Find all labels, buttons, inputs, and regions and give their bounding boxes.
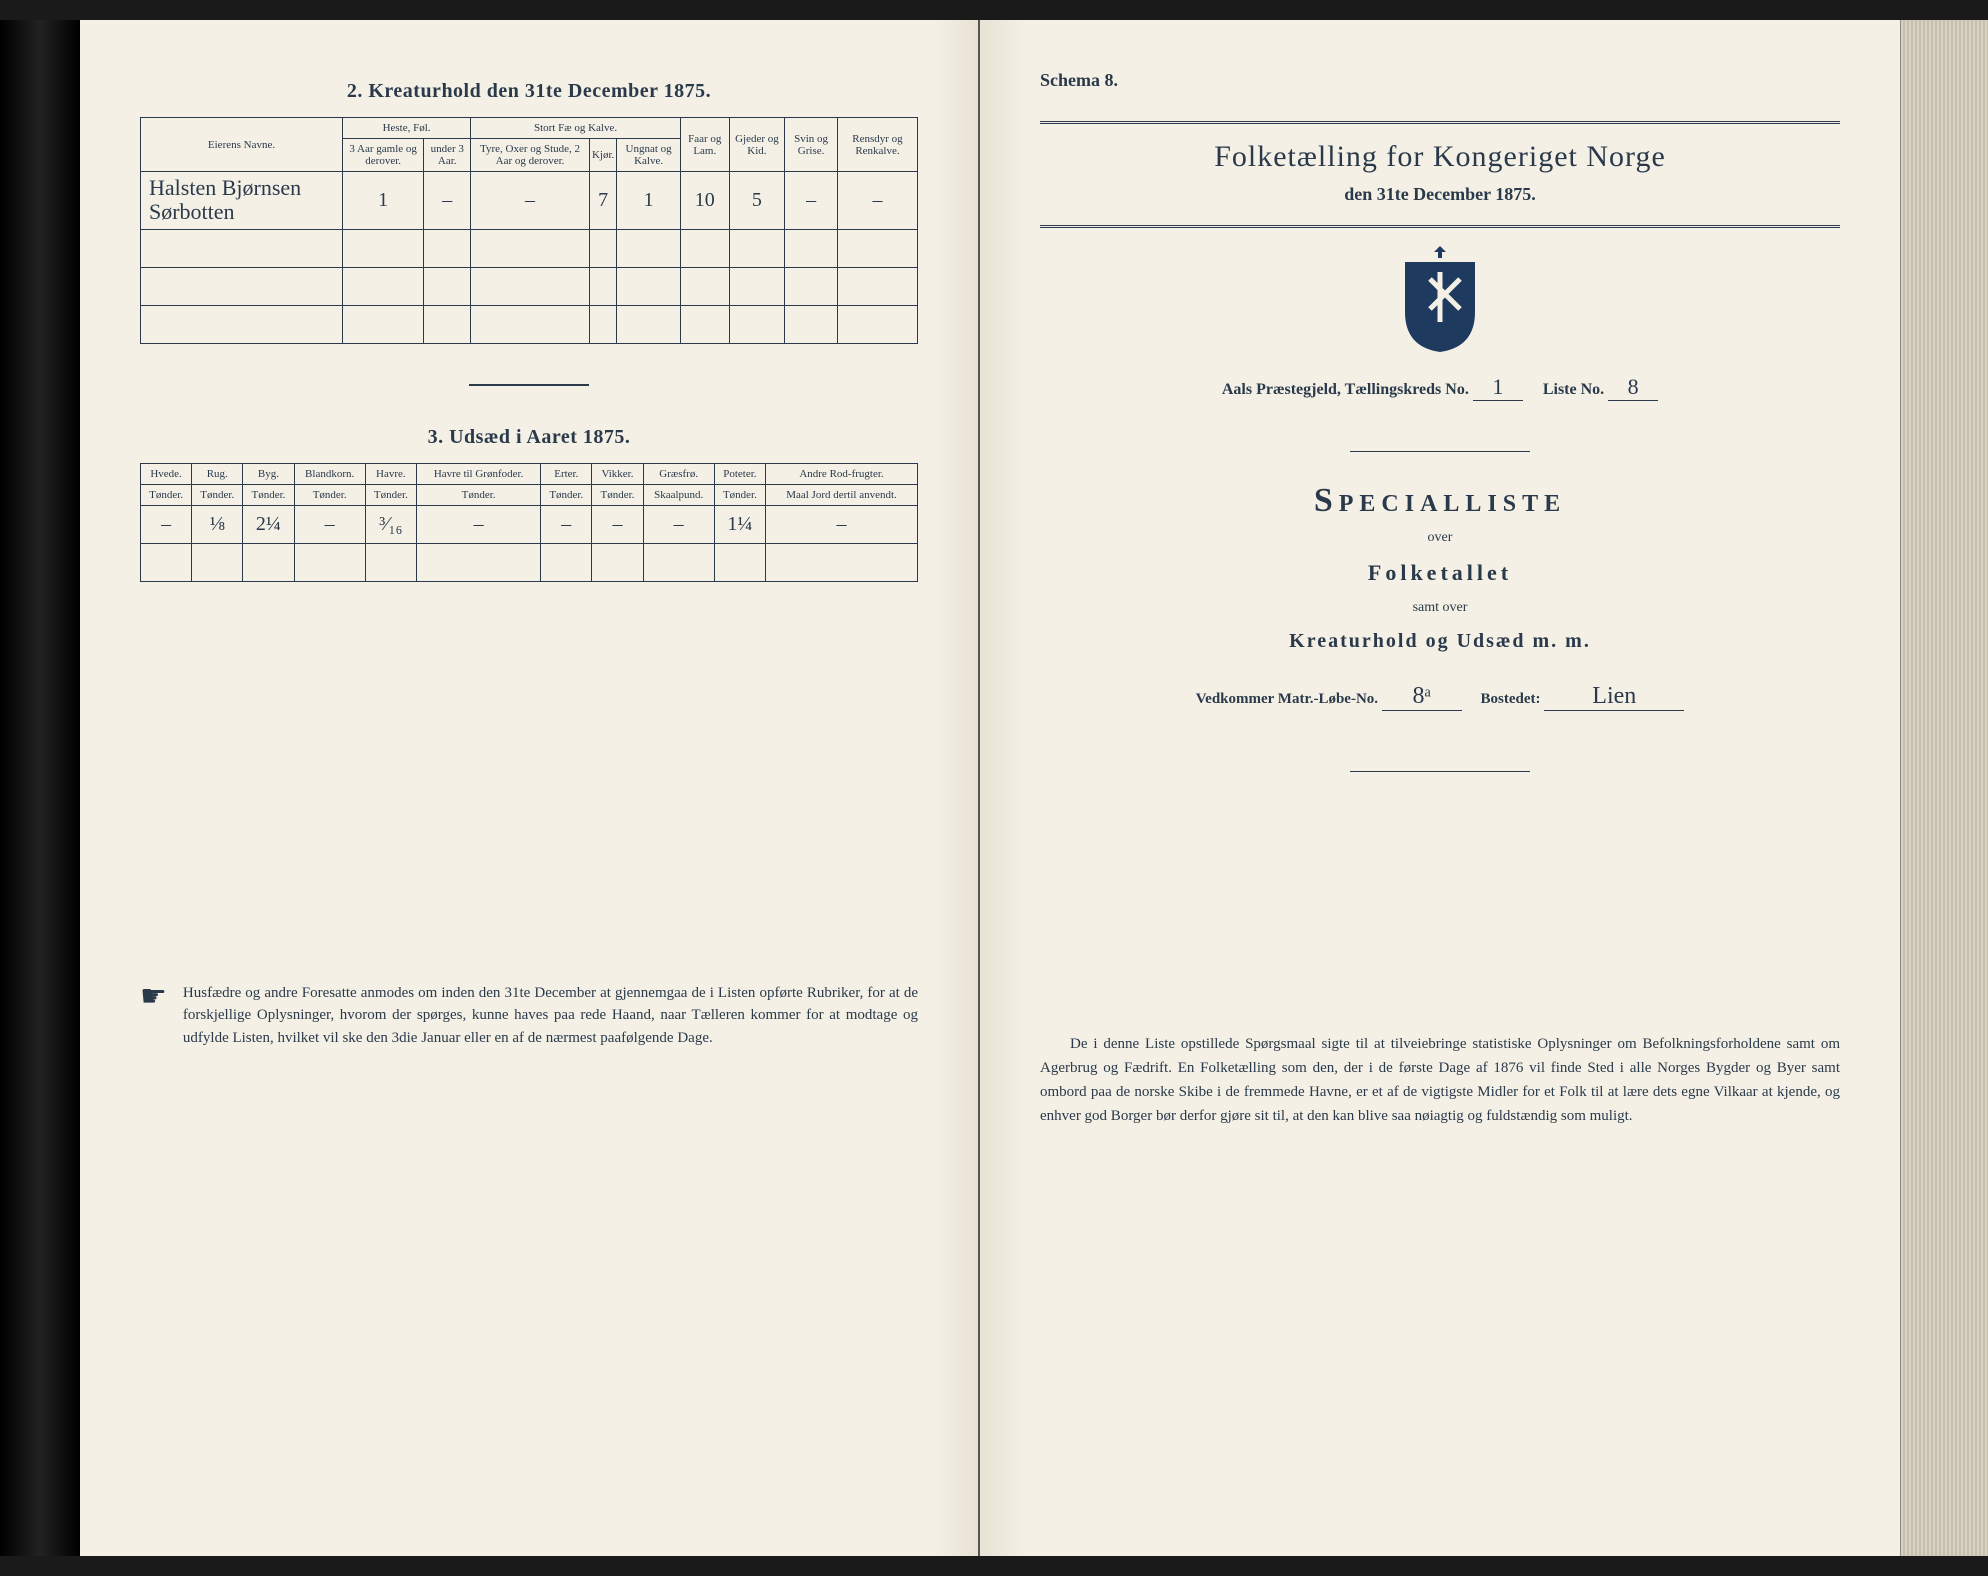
col: Hvede. bbox=[141, 463, 192, 484]
cell: – bbox=[785, 172, 838, 229]
district-line: Aals Præstegjeld, Tællingskreds No. 1 Li… bbox=[1040, 374, 1840, 401]
matr-line: Vedkommer Matr.-Løbe-No. 8ᵃ Bostedet: Li… bbox=[1040, 683, 1840, 711]
sub-heste-b: under 3 Aar. bbox=[424, 139, 471, 172]
cell: – bbox=[592, 505, 643, 543]
col: Byg. bbox=[243, 463, 294, 484]
grp-heste: Heste, Føl. bbox=[343, 118, 471, 139]
footnote-text: Husfædre og andre Foresatte anmodes om i… bbox=[183, 982, 918, 1050]
top-rule bbox=[1040, 121, 1840, 124]
unit: Tønder. bbox=[192, 484, 243, 505]
table-row: – ⅛ 2¼ – ³⁄₁₆ – – – – 1¼ – bbox=[141, 505, 918, 543]
grp-stort: Stort Fæ og Kalve. bbox=[471, 118, 681, 139]
col: Græsfrø. bbox=[643, 463, 714, 484]
table-kreaturhold: Eierens Navne. Heste, Føl. Stort Fæ og K… bbox=[140, 117, 918, 344]
cell: – bbox=[471, 172, 590, 229]
binding-gutter bbox=[0, 20, 80, 1556]
right-page: Schema 8. Folketælling for Kongeriget No… bbox=[980, 20, 1900, 1556]
unit: Tønder. bbox=[592, 484, 643, 505]
cell: – bbox=[416, 505, 540, 543]
col: Erter. bbox=[541, 463, 592, 484]
col-eier: Eierens Navne. bbox=[141, 118, 343, 172]
cell: – bbox=[541, 505, 592, 543]
cell: 1¼ bbox=[714, 505, 765, 543]
cell: – bbox=[765, 505, 917, 543]
samt-label: samt over bbox=[1040, 600, 1840, 616]
table-row bbox=[141, 543, 918, 581]
divider bbox=[1350, 451, 1530, 452]
sub-stort-b: Kjør. bbox=[589, 139, 616, 172]
matr-label: Vedkommer Matr.-Løbe-No. bbox=[1196, 691, 1378, 707]
unit: Tønder. bbox=[365, 484, 416, 505]
district-prefix: Aals Præstegjeld, Tællingskreds No. bbox=[1222, 381, 1469, 398]
book-spread: 2. Kreaturhold den 31te December 1875. E… bbox=[0, 20, 1988, 1556]
unit: Tønder. bbox=[541, 484, 592, 505]
unit: Skaalpund. bbox=[643, 484, 714, 505]
col: Vikker. bbox=[592, 463, 643, 484]
cell: – bbox=[643, 505, 714, 543]
section2-title: 2. Kreaturhold den 31te December 1875. bbox=[140, 80, 918, 103]
sub-stort-a: Tyre, Oxer og Stude, 2 Aar og derover. bbox=[471, 139, 590, 172]
sub-heste-a: 3 Aar gamle og derover. bbox=[343, 139, 424, 172]
over-label: over bbox=[1040, 530, 1840, 546]
matr-no: 8ᵃ bbox=[1382, 683, 1462, 711]
cell: – bbox=[837, 172, 917, 229]
specialliste-heading: Specialliste bbox=[1040, 482, 1840, 520]
cell: 10 bbox=[680, 172, 729, 229]
bosted: Lien bbox=[1544, 683, 1684, 711]
cell: 1 bbox=[617, 172, 681, 229]
cell: 7 bbox=[589, 172, 616, 229]
left-page: 2. Kreaturhold den 31te December 1875. E… bbox=[80, 20, 980, 1556]
col: Poteter. bbox=[714, 463, 765, 484]
divider bbox=[1350, 771, 1530, 772]
district-no: 1 bbox=[1473, 374, 1523, 401]
cell: 1 bbox=[343, 172, 424, 229]
col: Havre. bbox=[365, 463, 416, 484]
sub-stort-c: Ungnat og Kalve. bbox=[617, 139, 681, 172]
unit: Tønder. bbox=[416, 484, 540, 505]
specialliste-block: Specialliste over Folketallet samt over … bbox=[1040, 482, 1840, 653]
rule bbox=[1040, 225, 1840, 228]
col-gjeder: Gjeder og Kid. bbox=[729, 118, 785, 172]
liste-no: 8 bbox=[1608, 374, 1658, 401]
schema-label: Schema 8. bbox=[1040, 70, 1840, 91]
unit: Tønder. bbox=[294, 484, 365, 505]
owner-name: Halsten Bjørnsen Sørbotten bbox=[141, 172, 343, 229]
bosted-label: Bostedet: bbox=[1481, 691, 1541, 707]
kreatur-heading: Kreaturhold og Udsæd m. m. bbox=[1040, 630, 1840, 653]
col: Rug. bbox=[192, 463, 243, 484]
table-row bbox=[141, 267, 918, 305]
cell: ⅛ bbox=[192, 505, 243, 543]
right-footnote: De i denne Liste opstillede Spørgsmaal s… bbox=[1040, 1032, 1840, 1128]
unit: Maal Jord dertil anvendt. bbox=[765, 484, 917, 505]
table-row: Halsten Bjørnsen Sørbotten 1 – – 7 1 10 … bbox=[141, 172, 918, 229]
page-edge-stack bbox=[1900, 20, 1988, 1556]
subtitle: den 31te December 1875. bbox=[1040, 184, 1840, 205]
main-title: Folketælling for Kongeriget Norge bbox=[1040, 140, 1840, 174]
col: Blandkorn. bbox=[294, 463, 365, 484]
coat-of-arms-icon bbox=[1395, 244, 1485, 354]
folketallet-heading: Folketallet bbox=[1040, 560, 1840, 586]
liste-label: Liste No. bbox=[1543, 381, 1604, 398]
col: Havre til Grønfoder. bbox=[416, 463, 540, 484]
pointing-hand-icon: ☛ bbox=[140, 982, 167, 1050]
section3-title: 3. Udsæd i Aaret 1875. bbox=[140, 426, 918, 449]
cell: – bbox=[141, 505, 192, 543]
unit: Tønder. bbox=[243, 484, 294, 505]
cell: – bbox=[294, 505, 365, 543]
cell: – bbox=[424, 172, 471, 229]
unit: Tønder. bbox=[141, 484, 192, 505]
table-udsaed: Hvede. Rug. Byg. Blandkorn. Havre. Havre… bbox=[140, 463, 918, 582]
left-footnote: ☛ Husfædre og andre Foresatte anmodes om… bbox=[140, 982, 918, 1050]
col-svin: Svin og Grise. bbox=[785, 118, 838, 172]
unit: Tønder. bbox=[714, 484, 765, 505]
col: Andre Rod-frugter. bbox=[765, 463, 917, 484]
col-faar: Faar og Lam. bbox=[680, 118, 729, 172]
divider bbox=[469, 384, 589, 386]
table-row bbox=[141, 305, 918, 343]
cell: 2¼ bbox=[243, 505, 294, 543]
col-rensdyr: Rensdyr og Renkalve. bbox=[837, 118, 917, 172]
cell: 5 bbox=[729, 172, 785, 229]
cell: ³⁄₁₆ bbox=[365, 505, 416, 543]
table-row bbox=[141, 229, 918, 267]
